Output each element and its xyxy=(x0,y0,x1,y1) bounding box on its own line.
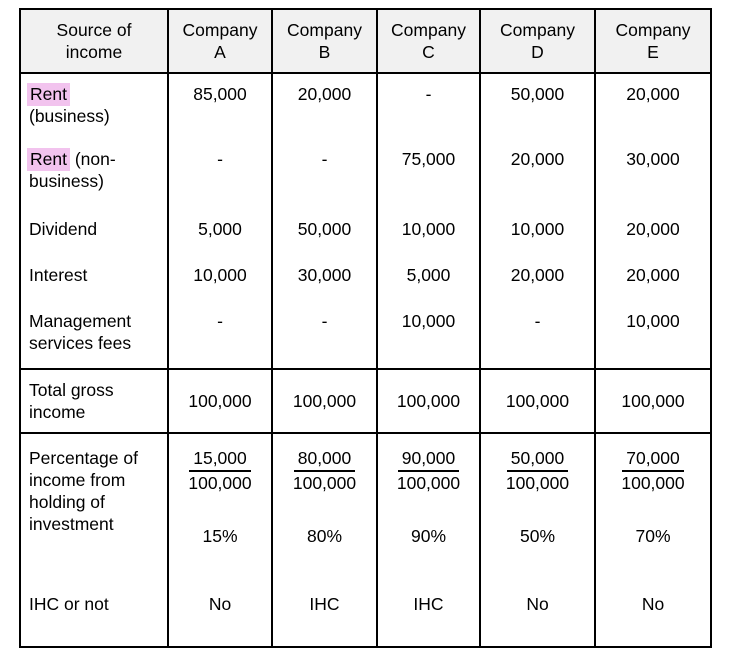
fraction-denominator: 100,000 xyxy=(396,473,461,493)
cell-value: 100,000 xyxy=(376,369,481,433)
row-label-percentage-of-income: Percentage of income from holding of inv… xyxy=(19,433,169,583)
cell-value: 100,000 xyxy=(594,369,712,433)
table-row-percentage-of-income: Percentage of income from holding of inv… xyxy=(19,433,712,583)
header-company-c: Company C xyxy=(376,9,481,74)
highlighted-text: Rent xyxy=(27,148,70,171)
ihc-status-value: IHC xyxy=(376,583,481,647)
fraction-cell: 15,000 100,000 15% xyxy=(167,433,273,583)
cell-value: - xyxy=(479,301,596,369)
income-comparison-table: Source of income Company A Company B Com… xyxy=(19,8,712,648)
table-row-ihc-or-not: IHC or not No IHC IHC No No xyxy=(19,583,712,647)
table-header: Source of income Company A Company B Com… xyxy=(19,9,712,74)
income-rows-section: Rent (business) 85,000 20,000 - 50,000 2… xyxy=(19,73,712,369)
cell-value: 5,000 xyxy=(376,255,481,301)
cell-value: 5,000 xyxy=(167,209,273,255)
fraction-denominator: 100,000 xyxy=(621,473,685,493)
fraction-cell: 90,000 100,000 90% xyxy=(376,433,481,583)
fraction-cell: 50,000 100,000 50% xyxy=(479,433,596,583)
row-label-text: (business) xyxy=(29,106,110,126)
cell-value: 20,000 xyxy=(479,139,596,209)
fraction-numerator: 70,000 xyxy=(622,447,684,472)
header-company-b: Company B xyxy=(271,9,378,74)
cell-value: 30,000 xyxy=(594,139,712,209)
fraction-numerator: 80,000 xyxy=(293,447,356,472)
table-row-total-gross-income: Total gross income 100,000 100,000 100,0… xyxy=(19,369,712,433)
fraction-denominator: 100,000 xyxy=(505,473,570,493)
cell-value: - xyxy=(376,73,481,139)
cell-value: 85,000 xyxy=(167,73,273,139)
percentage-value: 70% xyxy=(635,526,671,546)
table-row-management-services-fees: Management services fees - - 10,000 - 10… xyxy=(19,301,712,369)
fraction-denominator: 100,000 xyxy=(292,473,357,493)
header-source-of-income: Source of income xyxy=(19,9,169,74)
row-label-ihc-or-not: IHC or not xyxy=(19,583,169,647)
percentage-value: 80% xyxy=(306,526,343,546)
header-company-e: Company E xyxy=(594,9,712,74)
cell-value: 10,000 xyxy=(479,209,596,255)
fraction-numerator: 15,000 xyxy=(189,447,251,472)
cell-value: 20,000 xyxy=(594,73,712,139)
ihc-status-value: No xyxy=(594,583,712,647)
cell-value: 10,000 xyxy=(594,301,712,369)
cell-value: 75,000 xyxy=(376,139,481,209)
fraction-numerator: 50,000 xyxy=(506,447,569,472)
ihc-status-value: No xyxy=(167,583,273,647)
cell-value: 100,000 xyxy=(167,369,273,433)
cell-value: - xyxy=(271,139,378,209)
table-row-dividend: Dividend 5,000 50,000 10,000 10,000 20,0… xyxy=(19,209,712,255)
cell-value: - xyxy=(271,301,378,369)
fraction-cell: 80,000 100,000 80% xyxy=(271,433,378,583)
cell-value: 30,000 xyxy=(271,255,378,301)
table-row-rent-non-business: Rent (non-business) - - 75,000 20,000 30… xyxy=(19,139,712,209)
cell-value: 10,000 xyxy=(376,209,481,255)
table-row-rent-business: Rent (business) 85,000 20,000 - 50,000 2… xyxy=(19,73,712,139)
row-label-text: Management services fees xyxy=(29,311,132,353)
cell-value: 10,000 xyxy=(376,301,481,369)
fraction-cell: 70,000 100,000 70% xyxy=(594,433,712,583)
row-label-total-gross-income: Total gross income xyxy=(19,369,169,433)
row-label-text: (non-business) xyxy=(29,149,116,191)
highlighted-text: Rent xyxy=(27,83,70,106)
table-row-interest: Interest 10,000 30,000 5,000 20,000 20,0… xyxy=(19,255,712,301)
percentage-value: 90% xyxy=(410,526,447,546)
header-company-a: Company A xyxy=(167,9,273,74)
cell-value: 50,000 xyxy=(271,209,378,255)
cell-value: 20,000 xyxy=(271,73,378,139)
row-label-dividend: Dividend xyxy=(19,209,169,255)
cell-value: 20,000 xyxy=(594,255,712,301)
cell-value: - xyxy=(167,301,273,369)
row-label-management-services-fees: Management services fees xyxy=(19,301,169,369)
percentage-and-ihc-section: Percentage of income from holding of inv… xyxy=(19,433,712,647)
row-label-rent-business: Rent (business) xyxy=(19,73,169,139)
cell-value: 20,000 xyxy=(594,209,712,255)
row-label-text: Interest xyxy=(29,265,88,285)
cell-value: 100,000 xyxy=(271,369,378,433)
table-header-row: Source of income Company A Company B Com… xyxy=(19,9,712,74)
total-gross-income-section: Total gross income 100,000 100,000 100,0… xyxy=(19,369,712,433)
cell-value: - xyxy=(167,139,273,209)
percentage-value: 50% xyxy=(519,526,556,546)
percentage-value: 15% xyxy=(202,526,238,546)
row-label-interest: Interest xyxy=(19,255,169,301)
cell-value: 20,000 xyxy=(479,255,596,301)
row-label-rent-non-business: Rent (non-business) xyxy=(19,139,169,209)
row-label-text: Dividend xyxy=(29,219,98,239)
ihc-status-value: No xyxy=(479,583,596,647)
ihc-status-value: IHC xyxy=(271,583,378,647)
fraction-numerator: 90,000 xyxy=(397,447,460,472)
cell-value: 100,000 xyxy=(479,369,596,433)
header-company-d: Company D xyxy=(479,9,596,74)
cell-value: 50,000 xyxy=(479,73,596,139)
fraction-denominator: 100,000 xyxy=(188,473,252,493)
cell-value: 10,000 xyxy=(167,255,273,301)
